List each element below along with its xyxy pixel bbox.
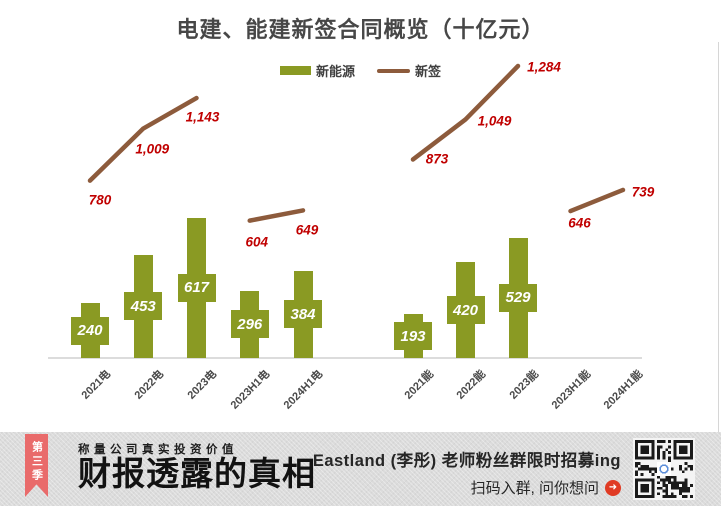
line-point-label: 1,284 <box>527 59 561 75</box>
qr-code <box>633 438 695 500</box>
new-sign-line-segment <box>410 63 521 162</box>
bar-value-label: 240 <box>71 316 109 345</box>
x-axis-label-2024H1能: 2024H1能 <box>602 368 646 412</box>
promo-headline: Eastland (李彤) 老师粉丝群限时招募ing <box>312 452 621 470</box>
line-point-label: 739 <box>631 184 655 200</box>
right-edge-divider <box>718 42 719 466</box>
ribbon-label: 第三季 <box>30 441 43 483</box>
promo-subline: 扫码入群, 问你想问 ➜ <box>313 477 621 498</box>
bar-value-label: 617 <box>177 273 216 302</box>
banner-main-title: 财报透露的真相 <box>78 457 316 493</box>
new-sign-line-segment <box>247 208 306 223</box>
x-axis-label-2021能: 2021能 <box>402 368 436 402</box>
legend-item-new-sign: 新签 <box>377 61 441 80</box>
chart-title: 电建、能建新签合同概览（十亿元） <box>176 17 545 42</box>
line-point-label: 1,049 <box>477 113 512 129</box>
banner-subtitle: 称量公司真实投资价值 <box>78 444 238 456</box>
legend-label: 新能源 <box>315 64 355 79</box>
line-point-label: 1,009 <box>135 141 170 157</box>
bar-value-label: 529 <box>499 283 537 312</box>
x-axis-label-2022能: 2022能 <box>454 368 489 402</box>
chart-legend: 新能源 新签 <box>0 61 721 80</box>
x-axis-label-2023能: 2023能 <box>507 368 541 402</box>
season-ribbon: 第三季 <box>25 434 48 497</box>
line-point-label: 646 <box>568 215 591 231</box>
promo-subline-text: 扫码入群, 问你想问 <box>470 480 599 497</box>
line-swatch-icon <box>377 68 410 73</box>
bar-value-label: 193 <box>394 322 432 351</box>
new-sign-line-segment <box>87 95 199 183</box>
line-point-label: 1,143 <box>185 109 220 125</box>
banner-title-block: 称量公司真实投资价值 财报透露的真相 <box>78 441 316 493</box>
x-axis-label-2023H1能: 2023H1能 <box>549 368 594 412</box>
bar-value-label: 420 <box>446 296 485 325</box>
x-axis-line <box>48 357 642 359</box>
banner-promo-block: Eastland (李彤) 老师粉丝群限时招募ing 扫码入群, 问你想问 ➜ <box>313 447 621 498</box>
x-axis-label-2023H1电: 2023H1电 <box>228 368 273 412</box>
new-sign-line-segment <box>568 187 626 214</box>
arrow-right-icon: ➜ <box>605 479 621 496</box>
bar-value-label: 384 <box>284 300 322 329</box>
chart: 电建、能建新签合同概览（十亿元） 新能源 新签 240 453 617 296 384 1… <box>0 17 721 412</box>
legend-label: 新签 <box>415 64 442 79</box>
line-point-label: 604 <box>245 234 269 250</box>
bar-swatch-icon <box>279 66 311 75</box>
bar-value-label: 453 <box>124 292 163 321</box>
line-point-label: 780 <box>88 192 112 208</box>
line-point-label: 649 <box>295 222 319 238</box>
bar-value-label: 296 <box>230 310 269 339</box>
promo-banner: 第三季 称量公司真实投资价值 财报透露的真相 Eastland (李彤) 老师粉… <box>0 432 721 506</box>
x-axis-label-2024H1电: 2024H1电 <box>282 368 326 412</box>
line-point-label: 873 <box>425 151 449 167</box>
legend-item-new-energy: 新能源 <box>279 61 355 80</box>
x-axis-label-2023电: 2023电 <box>185 368 220 402</box>
x-axis-label-2021电: 2021电 <box>79 368 113 402</box>
x-axis-label-2022电: 2022电 <box>132 368 166 402</box>
